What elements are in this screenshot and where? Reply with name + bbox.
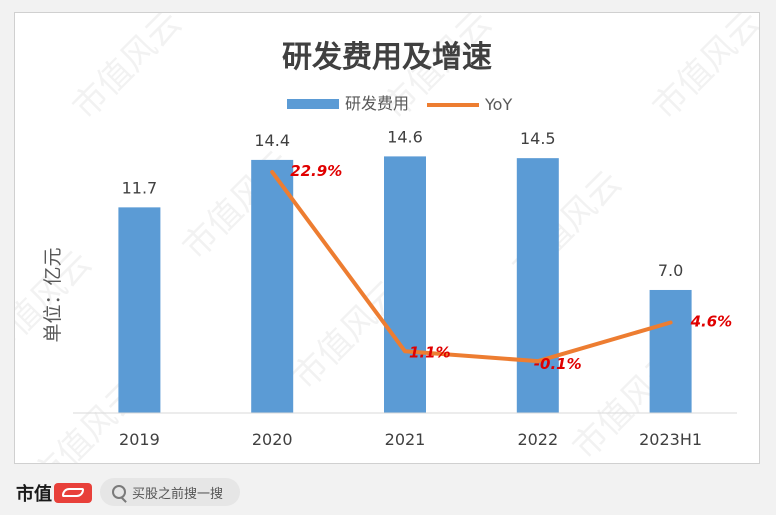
bar xyxy=(118,207,161,413)
x-tick-label: 2019 xyxy=(119,430,160,449)
bar-data-label: 14.5 xyxy=(520,129,556,148)
legend-swatch-bar xyxy=(287,99,339,109)
y-axis-label: 单位：亿元 xyxy=(42,247,64,342)
legend-label-bar: 研发费用 xyxy=(345,94,409,113)
bar-data-label: 11.7 xyxy=(122,178,158,197)
yoy-data-label: 4.6% xyxy=(690,313,733,331)
watermark-text: 市值风云 xyxy=(65,13,189,127)
bar-data-label: 7.0 xyxy=(658,261,683,280)
x-tick-label: 2022 xyxy=(517,430,558,449)
legend-label-line: YoY xyxy=(484,95,512,114)
chart-title: 研发费用及增速 xyxy=(282,40,492,75)
yoy-line xyxy=(270,170,673,364)
bar-data-label: 14.4 xyxy=(254,131,290,150)
search-icon xyxy=(112,485,126,499)
bar xyxy=(649,289,692,413)
bar xyxy=(516,158,559,413)
chart-frame: 市值风云 市值风云 市值风云 市值风云 市值风云 市值风云 市值风云 市值风云 市值风云 研发费… xyxy=(14,12,760,464)
yoy-data-label: 22.9% xyxy=(290,162,342,180)
bar-series: 11.7 14.4 14.6 14.5 7.0 xyxy=(118,127,692,414)
bar xyxy=(384,156,426,414)
footer-bar: 市值 买股之前搜一搜 xyxy=(0,468,776,515)
x-axis-ticks: 2019 2020 2021 2022 2023H1 xyxy=(119,430,702,449)
legend: 研发费用 YoY xyxy=(287,94,512,114)
x-tick-label: 2021 xyxy=(385,430,426,449)
yoy-data-label: 1.1% xyxy=(409,343,451,361)
x-tick-label: 2023H1 xyxy=(639,430,702,449)
search-box[interactable]: 买股之前搜一搜 xyxy=(100,478,240,506)
brand-badge-icon xyxy=(54,483,92,503)
watermark-text: 市值风云 xyxy=(645,13,759,127)
search-placeholder: 买股之前搜一搜 xyxy=(132,487,224,502)
brand-text: 市值 xyxy=(16,484,52,505)
bar xyxy=(251,159,294,413)
bar-data-label: 14.6 xyxy=(387,127,423,146)
line-series: 22.9% 1.1% -0.1% 4.6% xyxy=(270,162,733,373)
yoy-data-label: -0.1% xyxy=(534,355,582,373)
x-tick-label: 2020 xyxy=(252,430,293,449)
brand-logo: 市值 xyxy=(16,480,92,506)
